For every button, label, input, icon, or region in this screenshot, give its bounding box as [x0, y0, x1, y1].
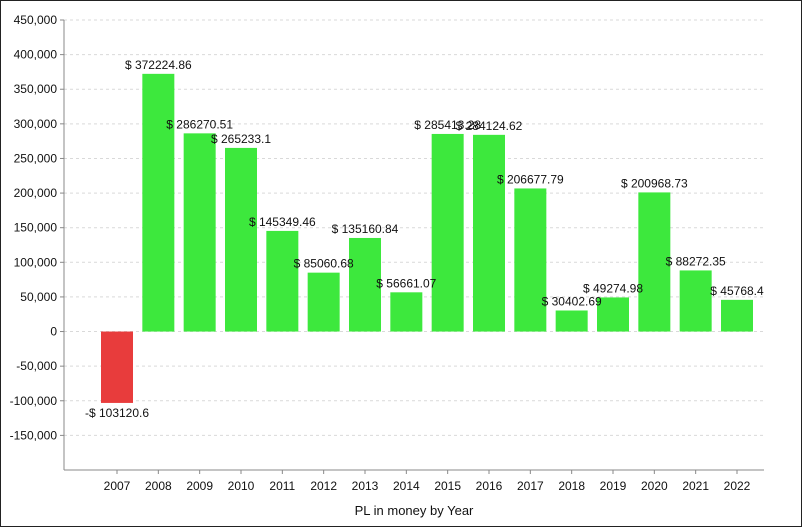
bar-2018	[555, 310, 588, 332]
x-axis-title: PL in money by Year	[355, 503, 474, 518]
y-tick-label: 50,000	[20, 290, 57, 304]
x-tick-label: 2007	[104, 479, 131, 493]
bar-2017	[514, 188, 547, 332]
data-label-2015: $ 285413.28	[414, 118, 481, 132]
y-tick-label: 450,000	[14, 13, 58, 27]
bar-2007	[101, 331, 133, 403]
data-label-2012: $ 85060.68	[294, 257, 354, 271]
y-tick-label: 250,000	[14, 151, 58, 165]
bar-2009	[183, 133, 216, 332]
x-tick-label: 2015	[434, 479, 461, 493]
x-tick-label: 2013	[352, 479, 379, 493]
bar-2010	[225, 147, 257, 332]
data-label-2011: $ 145349.46	[249, 215, 316, 229]
data-label-2009: $ 286270.51	[166, 117, 233, 131]
data-label-2014: $ 56661.07	[376, 276, 436, 290]
y-tick-label: 150,000	[14, 221, 58, 235]
y-tick-label: -100,000	[10, 394, 58, 408]
bars	[101, 73, 753, 403]
y-tick-label: -50,000	[16, 359, 57, 373]
y-tick-label: 200,000	[14, 186, 58, 200]
x-tick-label: 2008	[145, 479, 172, 493]
y-tick-label: 300,000	[14, 117, 58, 131]
bar-2014	[390, 292, 423, 332]
x-tick-label: 2019	[600, 479, 627, 493]
x-tick-label: 2017	[517, 479, 544, 493]
bar-2019	[597, 297, 629, 332]
data-label-2018: $ 30402.69	[542, 294, 602, 308]
bar-2011	[266, 230, 299, 332]
x-tick-label: 2020	[641, 479, 668, 493]
x-tick-label: 2012	[310, 479, 337, 493]
y-tick-label: 0	[50, 325, 57, 339]
x-tick-labels: 2007 2008 2009 2010 2011 2012 2013 2014 2015 2016…	[104, 479, 751, 493]
y-tick-labels: -150,000 -100,000 -50,000 0 50,000 100,000 150…	[10, 13, 58, 442]
data-label-2017: $ 206677.79	[497, 172, 564, 186]
data-label-2019: $ 49274.98	[583, 281, 643, 295]
data-label-2016: $ 284124.62	[456, 119, 523, 133]
data-label-2022: $ 45768.4	[710, 284, 764, 298]
data-label-2021: $ 88272.35	[666, 254, 726, 268]
bar-2012	[307, 272, 340, 332]
x-tick-label: 2016	[476, 479, 503, 493]
y-tick-label: 100,000	[14, 255, 58, 269]
bar-2015	[431, 133, 464, 332]
y-tick-label: 400,000	[14, 48, 58, 62]
y-tick-label: -150,000	[10, 428, 58, 442]
data-labels: -$ 103120.6 $ 372224.86 $ 286270.51$ 26523…	[85, 58, 764, 420]
x-tick-label: 2010	[228, 479, 255, 493]
bar-2013	[349, 237, 381, 332]
x-tick-label: 2022	[724, 479, 751, 493]
bar-2008	[142, 73, 175, 332]
x-tick-label: 2011	[269, 479, 295, 493]
data-label-2010: $ 265233.1	[211, 132, 271, 146]
bar-2020	[638, 192, 671, 332]
data-label-2020: $ 200968.73	[621, 176, 688, 190]
data-label-2007: -$ 103120.6	[85, 406, 149, 420]
x-tick-label: 2009	[186, 479, 213, 493]
axes	[60, 19, 764, 474]
x-tick-label: 2021	[682, 479, 709, 493]
bar-2022	[721, 299, 753, 332]
y-tick-label: 350,000	[14, 82, 58, 96]
data-label-2013: $ 135160.84	[332, 222, 399, 236]
bar-2021	[679, 270, 712, 332]
bar-2016	[473, 134, 505, 332]
x-tick-label: 2018	[558, 479, 585, 493]
data-label-2008: $ 372224.86	[125, 58, 192, 72]
x-tick-label: 2014	[393, 479, 420, 493]
